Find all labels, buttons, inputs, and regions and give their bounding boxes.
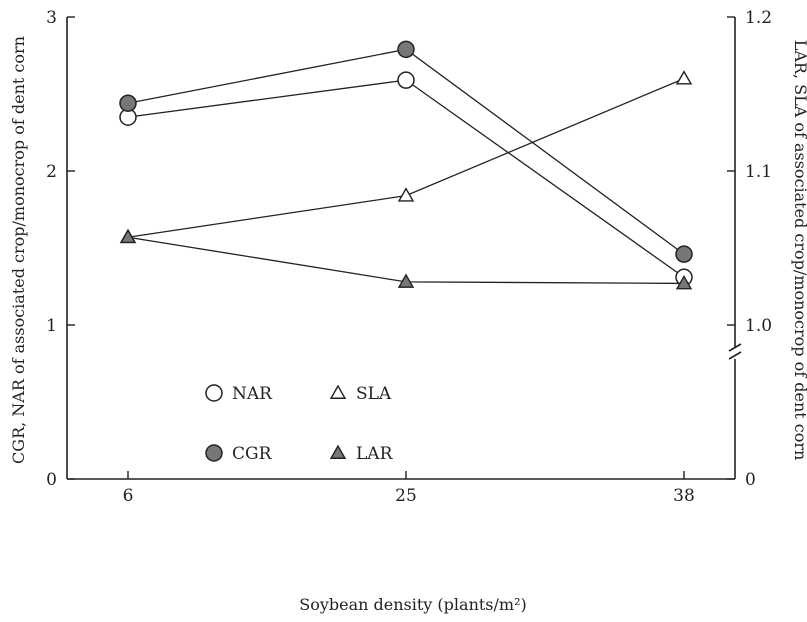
data-point-sla	[675, 70, 693, 85]
y-left-tick-label: 3	[46, 8, 57, 28]
legend-item-nar: NAR	[205, 384, 273, 404]
legend-item-sla: SLA	[329, 384, 392, 404]
axis-break-mark	[728, 343, 742, 352]
data-point-lar	[675, 275, 693, 290]
legend-label: NAR	[232, 384, 273, 404]
series-line-nar	[127, 79, 685, 278]
series-group	[119, 40, 693, 290]
y-left-tick-label: 0	[46, 470, 57, 490]
legend: NAR SLA CGR LAR	[205, 384, 394, 464]
ticks: 0 1 2 3 0 1.0 1.1 1.2 6 25 38	[46, 8, 772, 506]
x-tick-label: 38	[673, 486, 695, 506]
series-cgr	[119, 40, 693, 263]
x-tick-label: 25	[395, 486, 417, 506]
data-point-sla	[397, 187, 415, 202]
legend-item-cgr: CGR	[205, 444, 273, 464]
data-point-cgr	[397, 40, 415, 59]
series-sla	[119, 70, 693, 244]
series-line-sla	[127, 78, 685, 238]
data-point-lar	[119, 228, 137, 244]
legend-label: SLA	[356, 384, 392, 404]
data-point-cgr	[675, 245, 693, 263]
y-axis-left-title: CGR, NAR of associated crop/monocrop of …	[9, 36, 28, 464]
legend-item-lar: LAR	[329, 444, 394, 464]
legend-marker	[205, 444, 223, 462]
axis-break-mark	[728, 351, 742, 360]
y-right-tick-label: 1.2	[745, 8, 772, 28]
y-right-tick-label: 1.1	[745, 162, 772, 182]
series-lar	[119, 228, 693, 290]
series-nar	[119, 71, 693, 287]
legend-marker	[329, 444, 347, 459]
axes	[66, 17, 742, 480]
x-axis-title: Soybean density (plants/m²)	[299, 595, 526, 614]
legend-marker	[205, 384, 223, 402]
x-tick-label: 6	[123, 486, 134, 506]
data-point-nar	[397, 71, 415, 89]
data-point-cgr	[119, 94, 137, 112]
y-left-tick-label: 1	[46, 316, 57, 336]
legend-label: LAR	[356, 444, 394, 464]
y-right-tick-label: 0	[745, 470, 756, 490]
y-left-tick-label: 2	[46, 162, 57, 182]
y-right-tick-label: 1.0	[745, 316, 772, 336]
y-axis-right-title: LAR, SLA of associated crop/monocrop of …	[791, 40, 807, 461]
data-point-lar	[397, 273, 415, 288]
legend-marker	[329, 384, 347, 399]
legend-label: CGR	[232, 444, 273, 464]
